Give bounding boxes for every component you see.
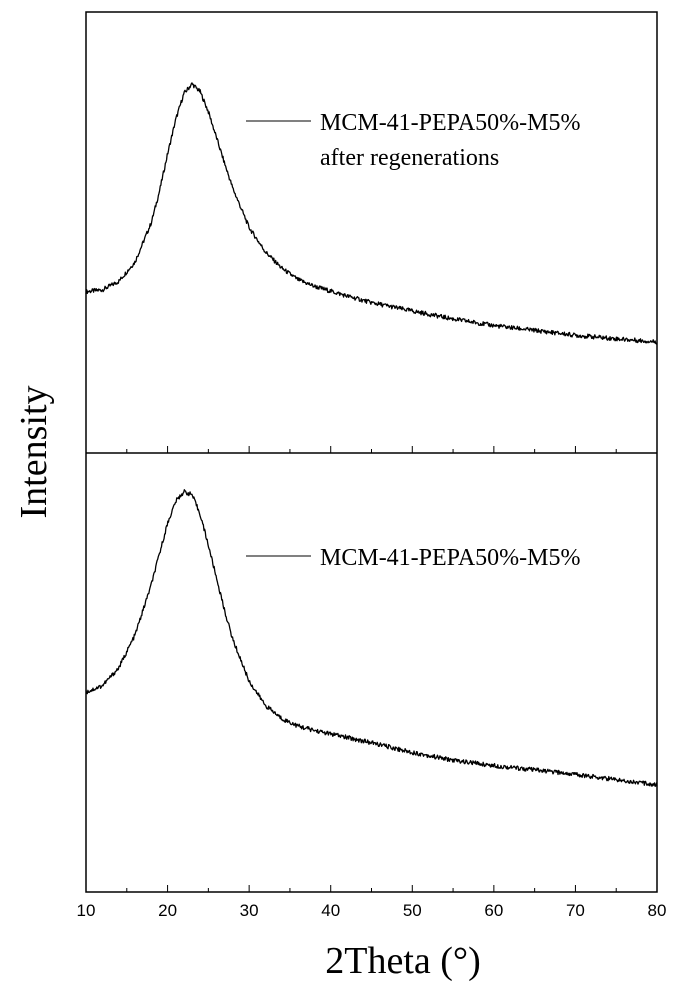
bottom-panel-series <box>85 489 658 787</box>
series-line <box>85 489 658 787</box>
x-tick-label: 70 <box>566 901 585 920</box>
x-tick-label: 60 <box>484 901 503 920</box>
bottom-legend-label: MCM-41-PEPA50%-M5% <box>320 545 580 571</box>
legends: MCM-41-PEPA50%-M5% after regenerations M… <box>246 110 580 571</box>
series-line <box>85 82 658 345</box>
x-tick-label: 50 <box>403 901 422 920</box>
x-tick-label: 80 <box>648 901 667 920</box>
x-tick-label: 40 <box>321 901 340 920</box>
x-tick-label: 10 <box>77 901 96 920</box>
top-legend-label-line2: after regenerations <box>320 145 499 171</box>
x-tick-label: 20 <box>158 901 177 920</box>
x-axis-title: 2Theta (°) <box>325 940 481 982</box>
x-tick-label: 30 <box>240 901 259 920</box>
x-axis-ticks: 10 20 30 40 50 60 70 80 <box>77 446 667 920</box>
top-legend-label: MCM-41-PEPA50%-M5% <box>320 110 580 136</box>
top-panel-series <box>85 82 658 345</box>
y-axis-title: Intensity <box>13 386 55 519</box>
